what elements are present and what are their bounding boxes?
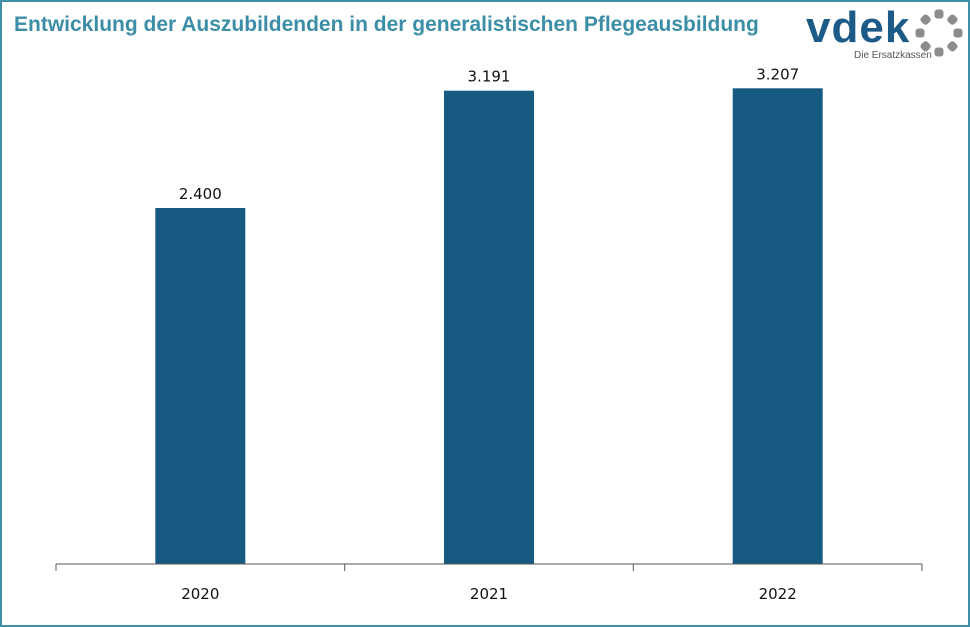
bar-2021: [444, 90, 534, 564]
category-label-2020: 2020: [181, 585, 219, 603]
chart-title: Entwicklung der Auszubildenden in der ge…: [14, 13, 759, 36]
bar-2020: [155, 208, 246, 564]
category-label-2022: 2022: [759, 585, 797, 603]
value-label-2020: 2.400: [179, 185, 222, 203]
logo-ring-dot: [953, 28, 963, 38]
logo-wordmark: vdek: [806, 3, 911, 52]
logo-ring-icon: [915, 9, 963, 57]
category-label-2021: 2021: [470, 585, 508, 603]
logo-ring-dot: [947, 14, 958, 25]
logo-ring-dot: [934, 47, 944, 57]
vdek-logo: vdek Die Ersatzkassen: [806, 3, 966, 62]
logo-ring-dot: [934, 9, 944, 19]
value-label-2022: 3.207: [756, 65, 799, 83]
value-label-2021: 3.191: [468, 68, 511, 86]
logo-ring-dot: [915, 28, 925, 38]
bar-2022: [732, 88, 823, 565]
logo-ring-dot: [947, 41, 958, 52]
logo-tagline: Die Ersatzkassen: [854, 50, 932, 61]
logo-ring-dot: [920, 41, 931, 52]
logo-ring-dot: [920, 14, 931, 25]
